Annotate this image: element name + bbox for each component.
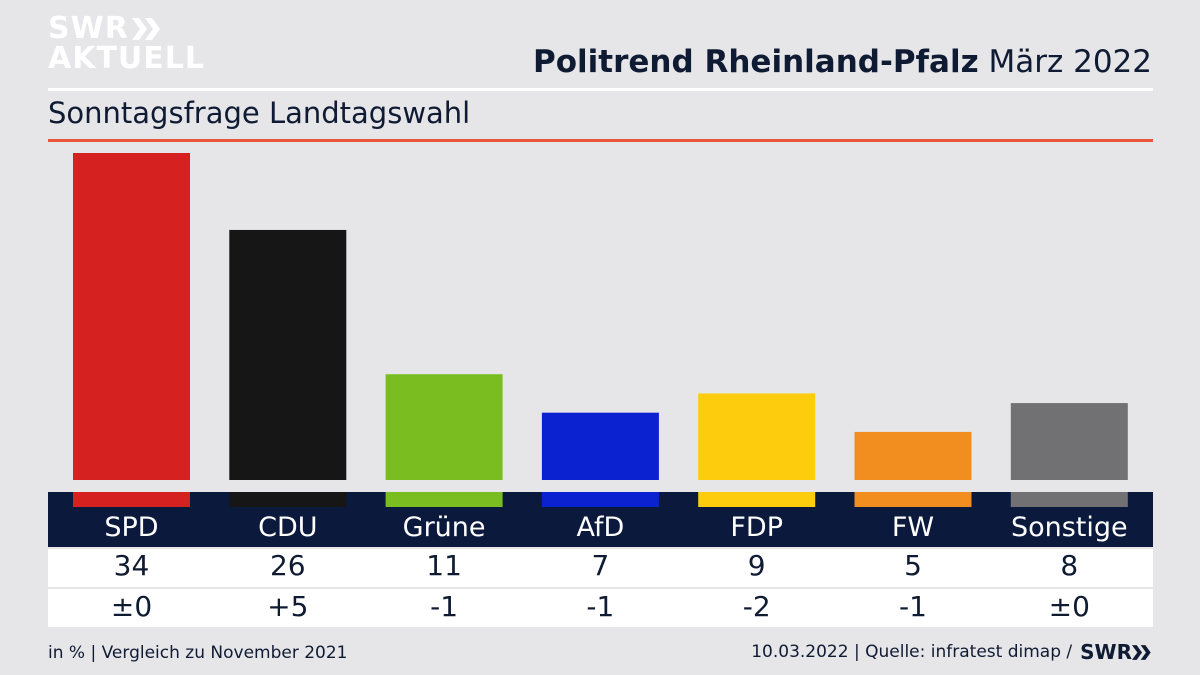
swr-aktuell-logo: SWR AKTUELL (48, 14, 205, 74)
bar-strip-sonstige (1010, 492, 1128, 507)
footer-unit: in % (48, 643, 86, 663)
category-label-fw: FW (891, 512, 935, 543)
logo-swr-text: SWR (48, 11, 129, 46)
footer-source-text: Quelle: infratest dimap / (865, 642, 1073, 662)
change-label-cdu: +5 (267, 590, 309, 623)
bar-strip-fdp (698, 492, 816, 507)
bar-strip-spd (73, 492, 190, 507)
value-label-grüne: 11 (426, 549, 462, 582)
category-label-fdp: FDP (730, 512, 783, 543)
logo-aktuell-text: AKTUELL (48, 41, 206, 76)
category-label-spd: SPD (104, 512, 159, 543)
changes-row: ±0 +5 -1 -1 -2 -1 ±0 (48, 589, 1153, 627)
bar-sonstige (1010, 403, 1128, 480)
footer-logo-text: SWR (1080, 640, 1132, 664)
chevrons-icon (131, 18, 160, 40)
footer-comparison: Vergleich zu November 2021 (101, 643, 348, 663)
footer-source: 10.03.2022 | Quelle: infratest dimap / S… (751, 640, 1152, 664)
title-main: Politrend Rheinland-Pfalz (533, 44, 979, 80)
change-label-fdp: -2 (742, 590, 771, 623)
bar-strip-grüne (385, 492, 503, 507)
category-label-sonstige: Sonstige (1010, 512, 1128, 543)
value-label-afd: 7 (591, 549, 610, 582)
value-label-cdu: 26 (269, 549, 306, 582)
bar-strip-cdu (229, 492, 347, 507)
bar-spd (73, 153, 190, 480)
category-label-grüne: Grüne (402, 512, 486, 543)
page-title: Politrend Rheinland-Pfalz März 2022 (533, 44, 1152, 80)
bar-fw (854, 431, 972, 480)
bar-cdu (229, 229, 347, 480)
title-date: März 2022 (988, 44, 1152, 80)
change-label-sonstige: ±0 (1048, 590, 1090, 623)
change-label-fw: -1 (899, 590, 927, 623)
value-label-fw: 5 (904, 549, 922, 582)
footer-date: 10.03.2022 (751, 642, 849, 662)
value-label-sonstige: 8 (1060, 549, 1079, 582)
value-label-fdp: 9 (747, 549, 766, 582)
category-label-afd: AfD (576, 512, 625, 543)
bar-grüne (385, 374, 503, 480)
change-label-spd: ±0 (110, 590, 153, 623)
chart-subtitle: Sonntagsfrage Landtagswahl (48, 96, 471, 130)
change-label-afd: -1 (586, 590, 615, 623)
value-label-spd: 34 (113, 549, 150, 582)
footer-swr-logo: SWR (1080, 640, 1152, 664)
bar-afd (541, 412, 659, 480)
header-divider (48, 88, 1153, 91)
bar-strip-afd (541, 492, 659, 507)
footer-note: in % | Vergleich zu November 2021 (48, 643, 348, 663)
footer-chevrons-icon (1132, 644, 1151, 660)
values-row: 34 26 11 7 9 5 8 (48, 549, 1153, 587)
change-label-grüne: -1 (430, 590, 459, 623)
bar-fdp (698, 393, 816, 480)
category-label-cdu: CDU (258, 512, 318, 543)
subtitle-divider (48, 139, 1153, 142)
bar-strip-fw (854, 492, 972, 507)
